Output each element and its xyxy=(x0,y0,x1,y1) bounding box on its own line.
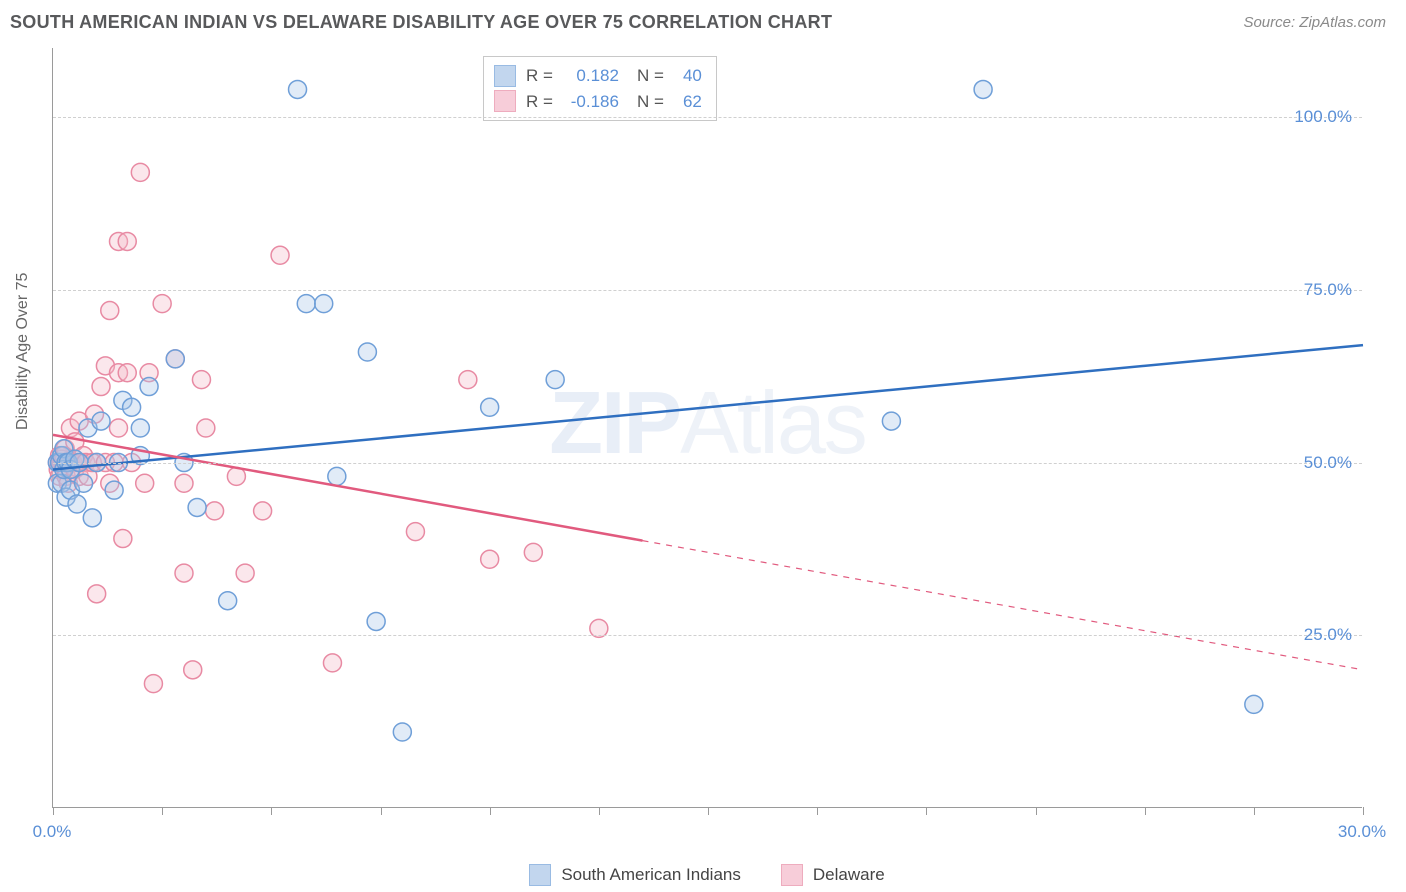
scatter-point xyxy=(131,419,149,437)
scatter-point xyxy=(105,481,123,499)
x-tick xyxy=(53,807,54,815)
x-tick xyxy=(1036,807,1037,815)
scatter-point xyxy=(481,398,499,416)
gridline xyxy=(53,635,1362,636)
scatter-point xyxy=(144,675,162,693)
x-tick xyxy=(162,807,163,815)
scatter-point xyxy=(83,509,101,527)
y-axis-title: Disability Age Over 75 xyxy=(14,273,32,430)
stats-legend-row: R = 0.182 N = 40 xyxy=(494,63,702,89)
scatter-point xyxy=(393,723,411,741)
y-tick-label: 50.0% xyxy=(1304,453,1352,473)
legend-item: South American Indians xyxy=(529,864,741,886)
scatter-point xyxy=(297,295,315,313)
scatter-point xyxy=(524,543,542,561)
x-tick xyxy=(1363,807,1364,815)
x-tick xyxy=(381,807,382,815)
x-tick xyxy=(1145,807,1146,815)
scatter-point xyxy=(184,661,202,679)
scatter-point xyxy=(68,495,86,513)
scatter-point xyxy=(459,371,477,389)
n-value: 62 xyxy=(672,89,702,115)
scatter-point xyxy=(88,585,106,603)
x-tick xyxy=(817,807,818,815)
gridline xyxy=(53,117,1362,118)
scatter-point xyxy=(175,564,193,582)
scatter-point xyxy=(254,502,272,520)
chart-plot-area: ZIPAtlas R =0.182N =40R =-0.186N =62 25.… xyxy=(52,48,1362,808)
trend-line xyxy=(53,345,1363,469)
scatter-point xyxy=(358,343,376,361)
scatter-point xyxy=(206,502,224,520)
scatter-point xyxy=(197,419,215,437)
scatter-point xyxy=(271,246,289,264)
stats-legend-row: R = -0.186 N = 62 xyxy=(494,89,702,115)
scatter-point xyxy=(323,654,341,672)
chart-title: SOUTH AMERICAN INDIAN VS DELAWARE DISABI… xyxy=(10,12,832,33)
scatter-point xyxy=(974,80,992,98)
n-label: N = xyxy=(637,89,664,115)
x-tick xyxy=(599,807,600,815)
scatter-point xyxy=(166,350,184,368)
legend-label: Delaware xyxy=(813,865,885,885)
scatter-point xyxy=(101,302,119,320)
scatter-point xyxy=(110,419,128,437)
gridline xyxy=(53,290,1362,291)
x-tick-label: 0.0% xyxy=(33,822,72,842)
source-label: Source: ZipAtlas.com xyxy=(1243,14,1386,31)
x-tick-label: 30.0% xyxy=(1338,822,1386,842)
scatter-point xyxy=(367,612,385,630)
x-tick xyxy=(926,807,927,815)
x-tick xyxy=(490,807,491,815)
scatter-point xyxy=(289,80,307,98)
scatter-point xyxy=(123,398,141,416)
gridline xyxy=(53,463,1362,464)
scatter-point xyxy=(328,467,346,485)
scatter-point xyxy=(92,412,110,430)
legend-swatch xyxy=(781,864,803,886)
scatter-point xyxy=(140,378,158,396)
scatter-point xyxy=(153,295,171,313)
chart-svg xyxy=(53,48,1362,807)
r-label: R = xyxy=(526,63,553,89)
scatter-point xyxy=(175,474,193,492)
scatter-point xyxy=(546,371,564,389)
scatter-point xyxy=(882,412,900,430)
n-label: N = xyxy=(637,63,664,89)
scatter-point xyxy=(75,474,93,492)
scatter-point xyxy=(481,550,499,568)
x-tick xyxy=(1254,807,1255,815)
scatter-point xyxy=(136,474,154,492)
scatter-point xyxy=(236,564,254,582)
scatter-point xyxy=(188,498,206,516)
y-tick-label: 25.0% xyxy=(1304,625,1352,645)
scatter-point xyxy=(1245,695,1263,713)
y-tick-label: 100.0% xyxy=(1294,107,1352,127)
r-value: 0.182 xyxy=(561,63,619,89)
x-tick xyxy=(708,807,709,815)
scatter-point xyxy=(192,371,210,389)
scatter-point xyxy=(315,295,333,313)
scatter-point xyxy=(131,163,149,181)
r-label: R = xyxy=(526,89,553,115)
n-value: 40 xyxy=(672,63,702,89)
series-legend: South American Indians Delaware xyxy=(52,864,1362,886)
scatter-point xyxy=(118,364,136,382)
scatter-point xyxy=(92,378,110,396)
scatter-point xyxy=(219,592,237,610)
scatter-point xyxy=(118,232,136,250)
r-value: -0.186 xyxy=(561,89,619,115)
scatter-point xyxy=(406,523,424,541)
x-tick xyxy=(271,807,272,815)
trend-line-extrapolated xyxy=(643,541,1364,670)
legend-swatch xyxy=(529,864,551,886)
stats-legend: R = 0.182 N = 40 R = -0.186 N = 62 xyxy=(483,56,717,121)
y-tick-label: 75.0% xyxy=(1304,280,1352,300)
legend-item: Delaware xyxy=(781,864,885,886)
legend-swatch xyxy=(494,90,516,112)
legend-swatch xyxy=(494,65,516,87)
scatter-point xyxy=(114,530,132,548)
legend-label: South American Indians xyxy=(561,865,741,885)
